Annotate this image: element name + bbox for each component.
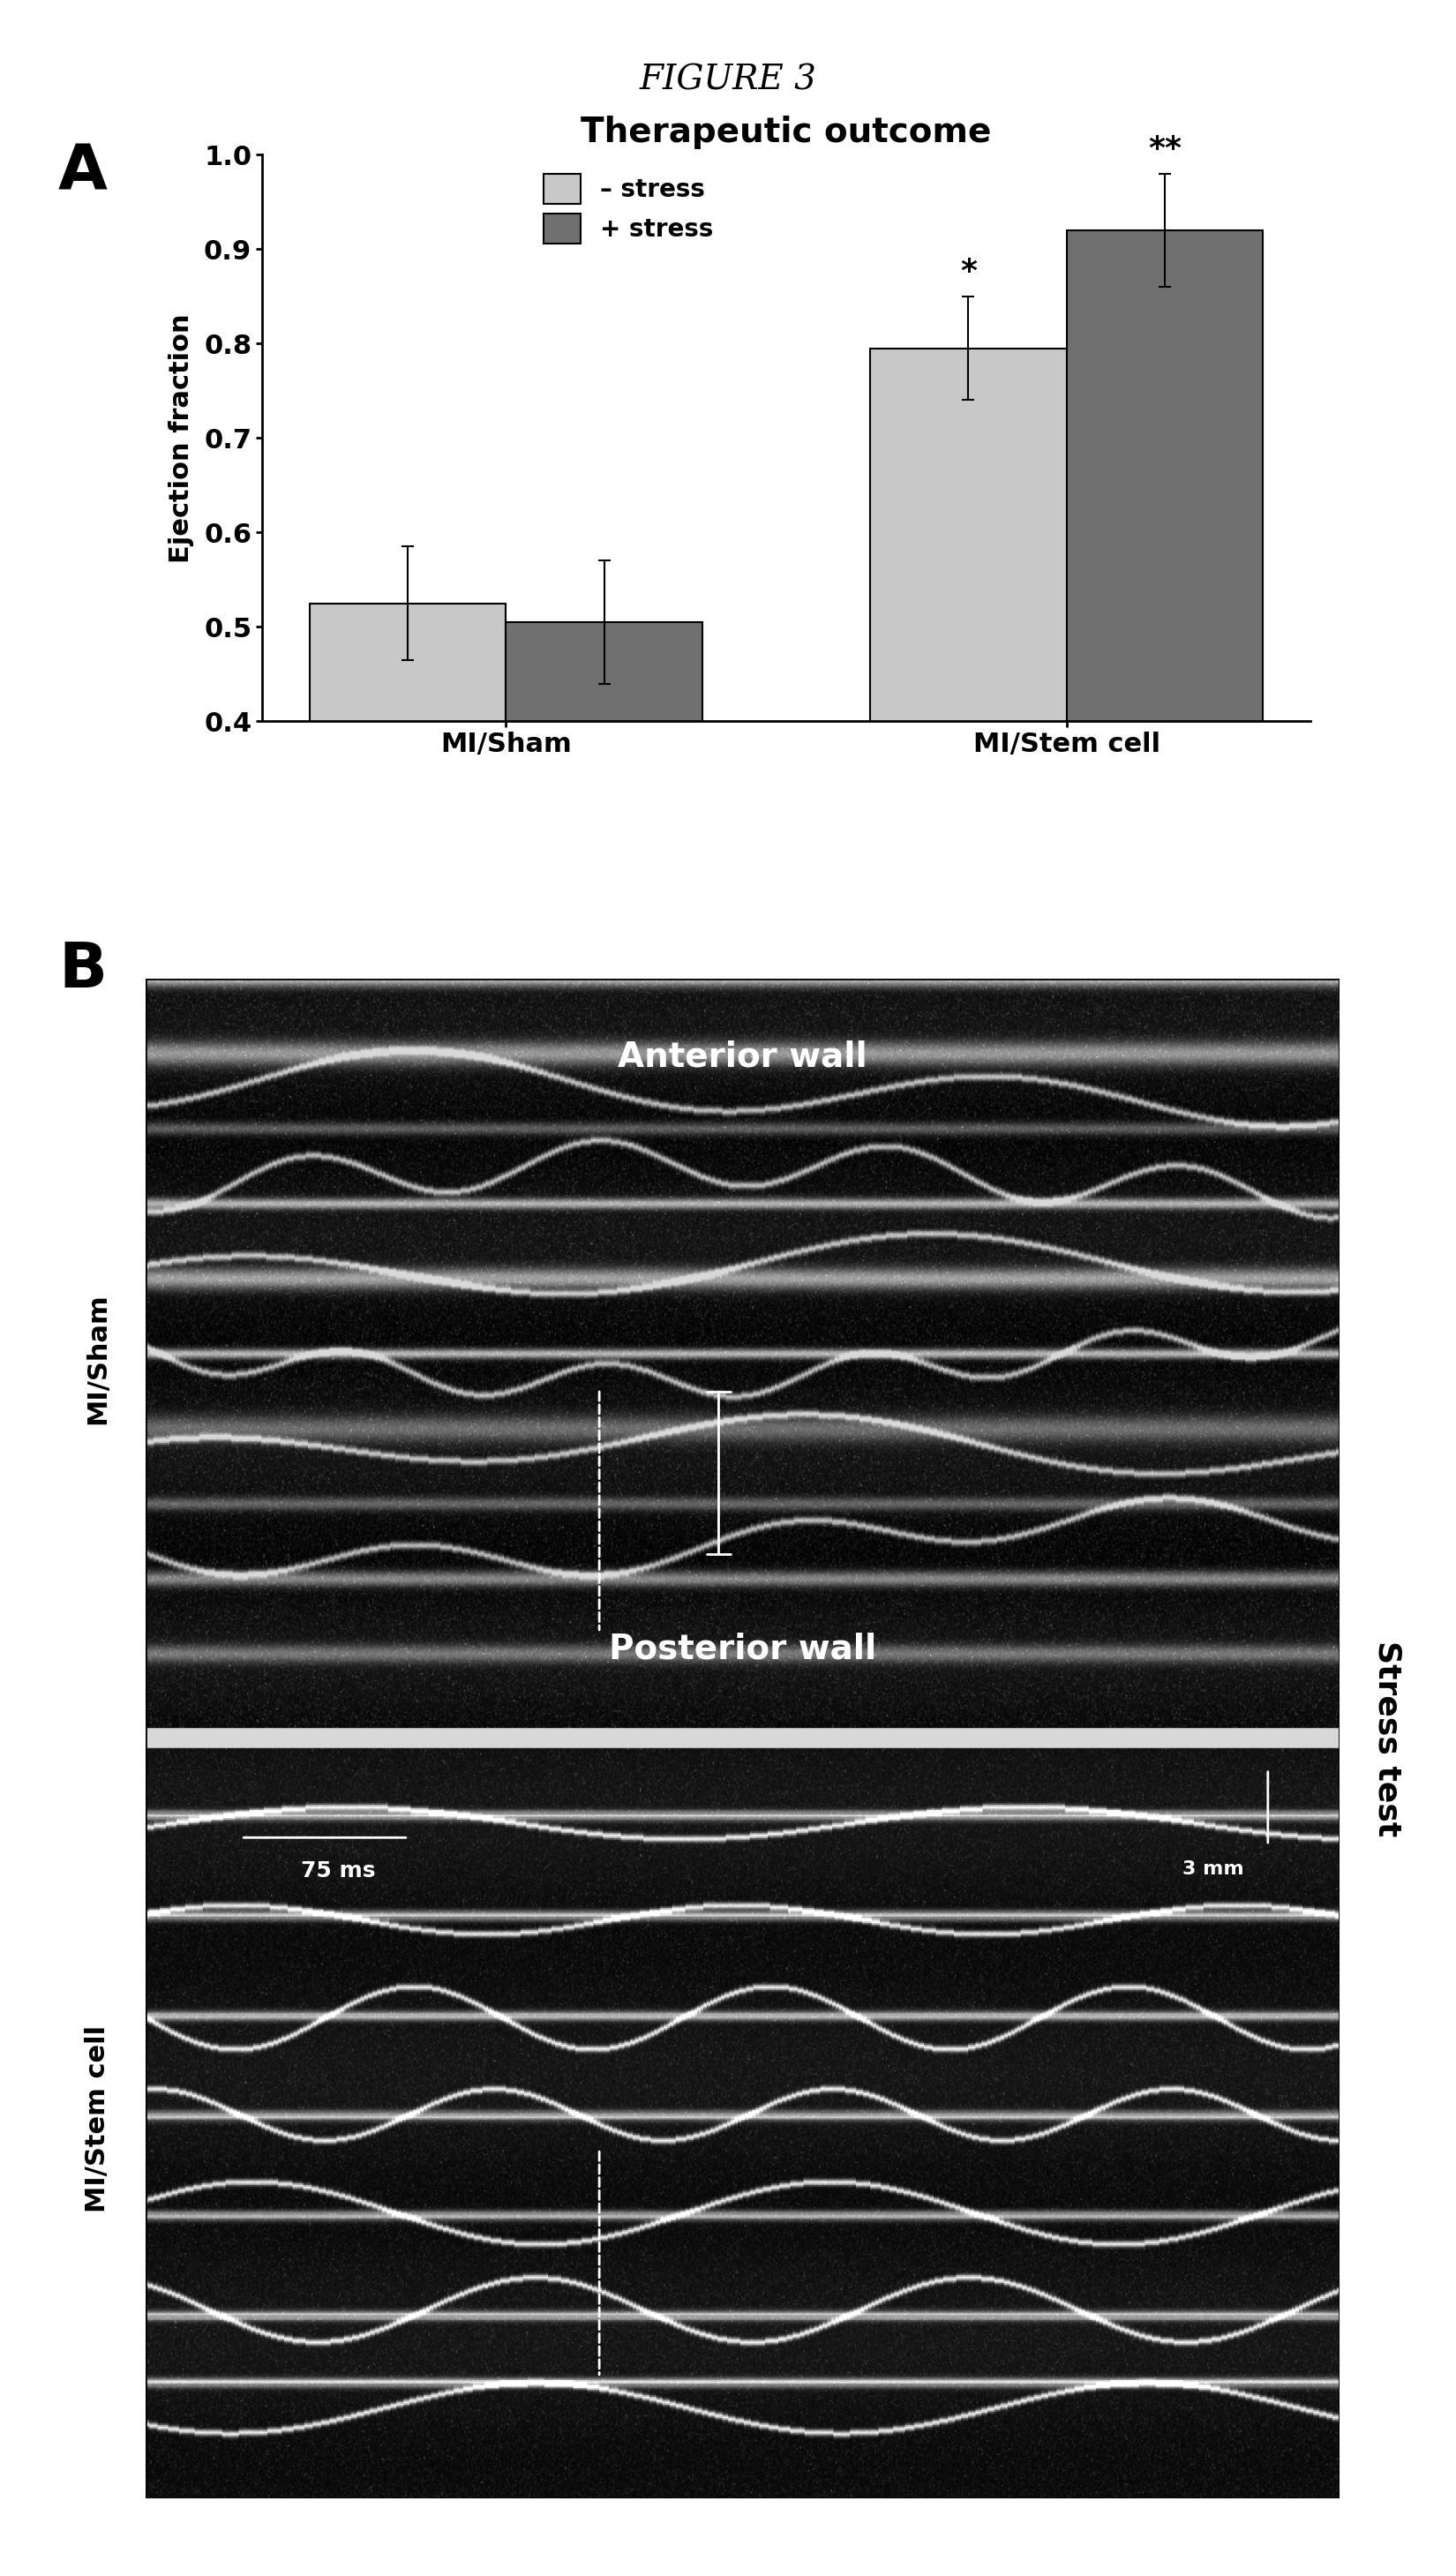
Bar (310, 603, 505, 1100)
Bar (505, 623, 702, 1100)
Text: A: A (58, 142, 108, 204)
Bar (1067, 229, 1262, 1100)
Text: MI/Sham: MI/Sham (84, 1293, 111, 1425)
Text: 3 mm: 3 mm (1182, 1860, 1243, 1878)
Text: 75 ms: 75 ms (301, 1860, 376, 1880)
Legend: – stress, + stress: – stress, + stress (536, 167, 721, 250)
Text: B: B (58, 940, 106, 1002)
Text: MI/Stem cell: MI/Stem cell (84, 2025, 111, 2213)
Text: Anterior wall: Anterior wall (617, 1041, 868, 1074)
Bar (871, 348, 1067, 1100)
Y-axis label: Ejection fraction: Ejection fraction (169, 314, 194, 562)
Text: FIGURE 3: FIGURE 3 (639, 64, 817, 98)
Text: Stress test: Stress test (1372, 1641, 1402, 1837)
Text: **: ** (1147, 134, 1181, 165)
Title: Therapeutic outcome: Therapeutic outcome (581, 116, 992, 149)
Text: *: * (960, 258, 977, 286)
Text: Posterior wall: Posterior wall (609, 1633, 877, 1667)
